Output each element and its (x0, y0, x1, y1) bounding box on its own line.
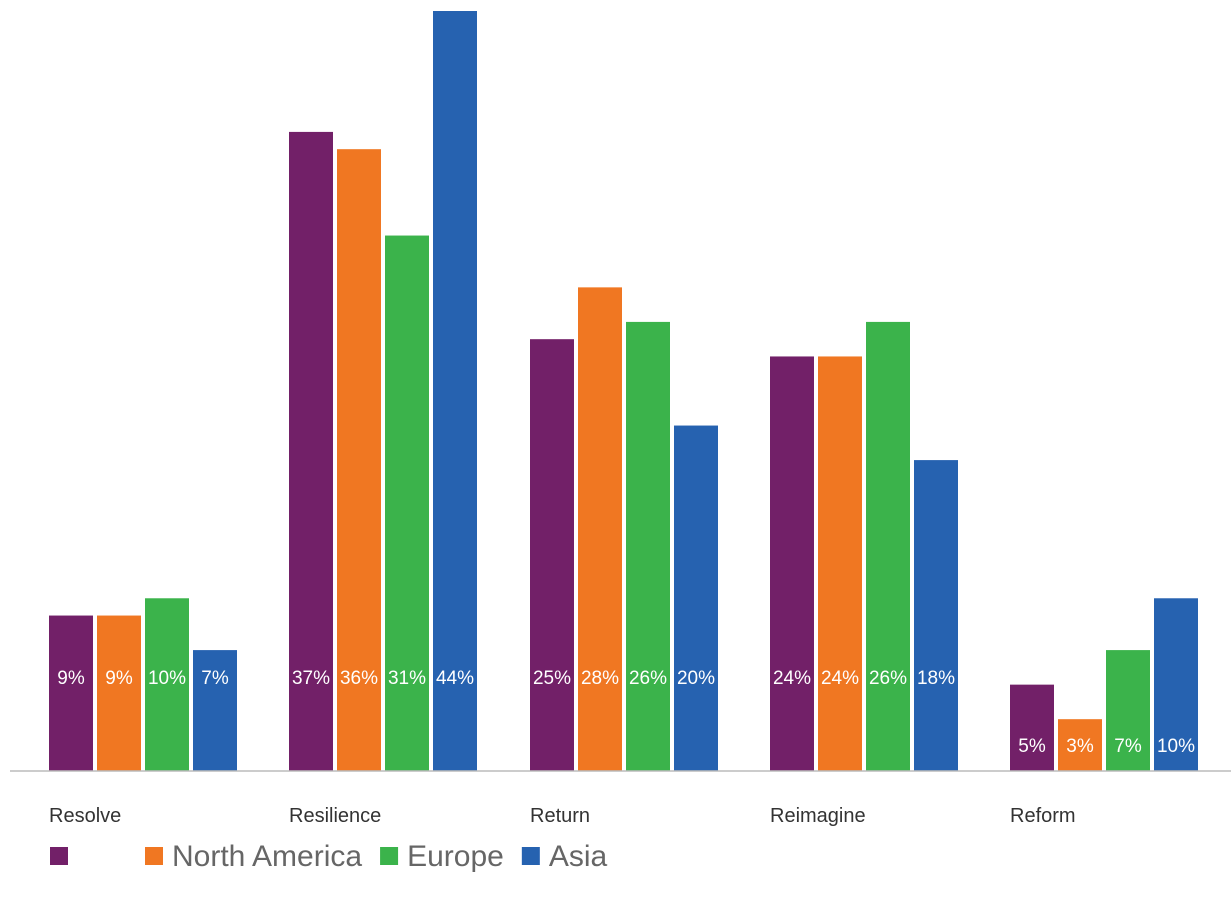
bar-value-label: 3% (1066, 736, 1094, 757)
legend-swatch-0 (50, 847, 68, 865)
bar-value-label: 31% (388, 668, 426, 689)
bar-value-label: 9% (105, 668, 133, 689)
category-label-return: Return (530, 805, 590, 827)
legend-label-2: Europe (407, 840, 504, 873)
bar-reimagine-series-1 (818, 356, 862, 771)
bar-reimagine-series-3 (914, 460, 958, 771)
bar-value-label: 44% (436, 668, 474, 689)
bar-value-label: 26% (869, 668, 907, 689)
bar-value-label: 5% (1018, 736, 1046, 757)
bar-resilience-series-2 (385, 235, 429, 771)
legend: North America Europe Asia (50, 840, 608, 873)
bar-return-series-0 (530, 339, 574, 771)
bar-reimagine-series-0 (770, 356, 814, 771)
bar-return-series-1 (578, 287, 622, 771)
bar-value-label: 37% (292, 668, 330, 689)
legend-swatch-2 (380, 847, 399, 865)
bar-resolve-series-1 (97, 615, 141, 771)
bar-value-label: 7% (201, 668, 229, 689)
category-label-resilience: Resilience (289, 805, 381, 827)
legend-label-3: Asia (549, 840, 608, 873)
bar-reimagine-series-2 (866, 321, 910, 771)
bar-reform-series-0 (1010, 684, 1054, 771)
bar-value-label: 9% (57, 668, 85, 689)
bar-reform-series-2 (1106, 650, 1150, 771)
bar-value-label: 18% (917, 668, 955, 689)
category-label-resolve: Resolve (49, 805, 121, 827)
bar-return-series-3 (674, 425, 718, 771)
category-label-reform: Reform (1010, 805, 1076, 827)
bar-resilience-series-0 (289, 131, 333, 772)
category-label-reimagine: Reimagine (770, 805, 866, 827)
bar-value-label: 24% (773, 668, 811, 689)
bar-resolve-series-3 (193, 650, 237, 771)
bar-resolve-series-2 (145, 598, 189, 771)
bar-value-label: 36% (340, 668, 378, 689)
bar-value-label: 7% (1114, 736, 1142, 757)
bar-value-label: 20% (677, 668, 715, 689)
bar-return-series-2 (626, 321, 670, 771)
legend-label-1: North America (172, 840, 362, 873)
bar-value-label: 10% (1157, 736, 1195, 757)
bar-value-label: 10% (148, 668, 186, 689)
bar-labels-group: 9% 9% 10% 7% 37% 36% 31% 44% 25% 28% 26% 20% 24% 24% 2… (57, 668, 1195, 757)
category-labels-group: Resolve Resilience Return Reimagine Reform (49, 805, 1076, 827)
bar-resolve-series-0 (49, 615, 93, 771)
bars-group (49, 11, 1198, 772)
bar-value-label: 28% (581, 668, 619, 689)
bar-reform-series-3 (1154, 598, 1198, 771)
bar-value-label: 25% (533, 668, 571, 689)
bar-resilience-series-3 (433, 11, 477, 771)
bar-reform-series-1 (1058, 719, 1102, 771)
legend-swatch-3 (521, 847, 540, 865)
legend-swatch-1 (145, 847, 163, 865)
bar-resilience-series-1 (337, 149, 381, 771)
bar-value-label: 26% (629, 668, 667, 689)
bar-value-label: 24% (821, 668, 859, 689)
